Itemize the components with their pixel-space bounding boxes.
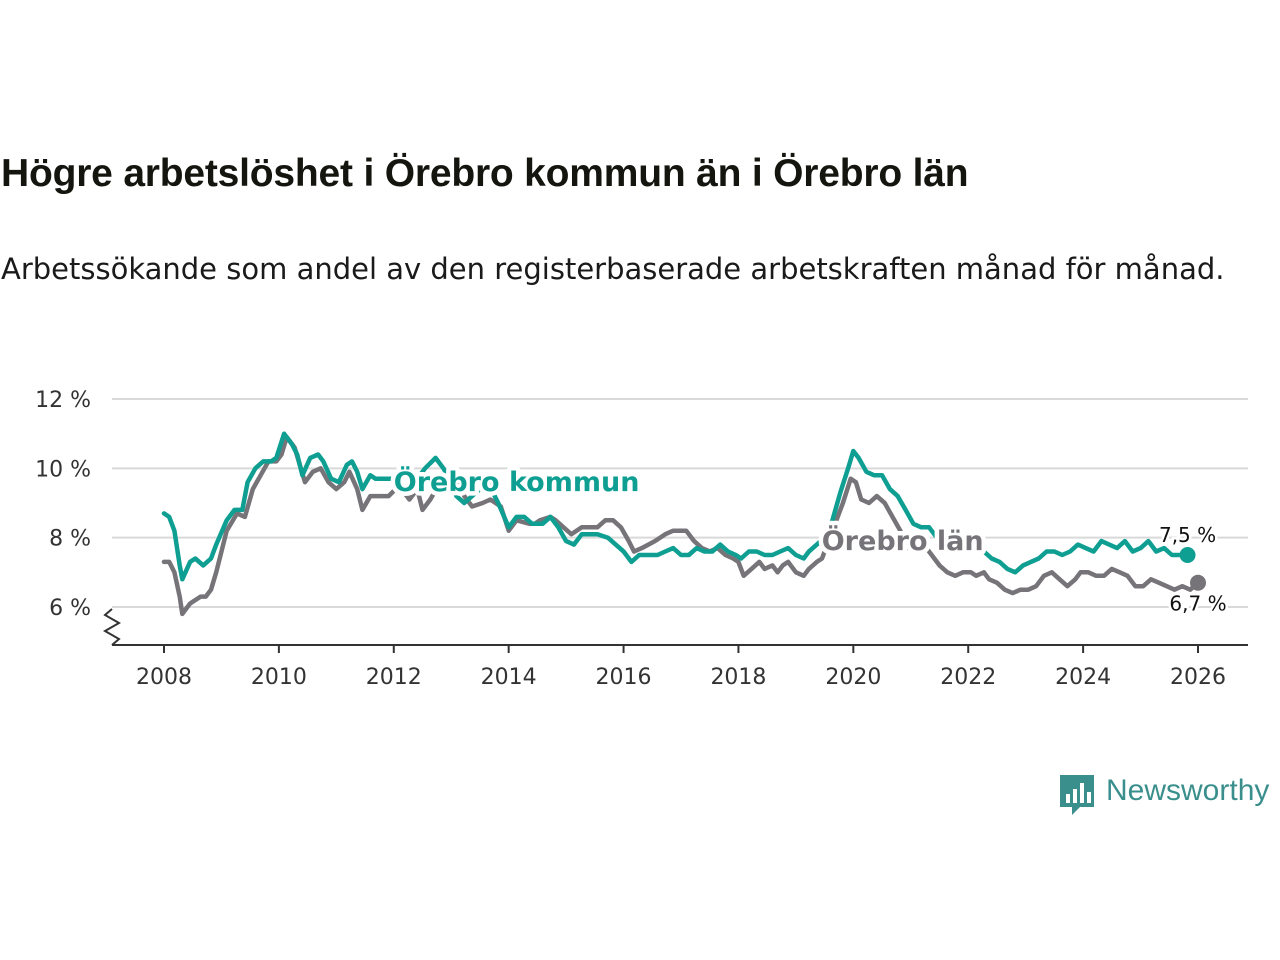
x-tick-label: 2020 <box>825 665 881 690</box>
x-axis <box>102 608 1248 646</box>
newsworthy-logo[interactable]: Newsworthy <box>1058 772 1280 820</box>
brand-name: Newsworthy <box>1106 774 1270 807</box>
x-tick-label: 2010 <box>251 665 307 690</box>
series-label-orebro-kommun: Örebro kommun <box>394 465 640 498</box>
x-tick-label: 2012 <box>366 665 422 690</box>
series-line-orebro-lan <box>161 434 1201 617</box>
y-axis-ticks: 6 % 8 % 10 % 12 % <box>35 388 91 621</box>
x-tick-label: 2024 <box>1055 665 1111 690</box>
x-tick-label: 2014 <box>481 665 537 690</box>
x-tick-label: 2018 <box>710 665 766 690</box>
x-tick-label: 2008 <box>136 665 192 690</box>
x-tick-label: 2026 <box>1170 665 1226 690</box>
chart-subtitle: Arbetssökande som andel av den registerb… <box>1 252 1225 286</box>
y-tick-label: 10 % <box>35 457 91 482</box>
series-labels: 6,7 % 7,5 % Örebro kommun Örebro län <box>389 461 1229 619</box>
end-label-orebro-kommun: 7,5 % <box>1159 523 1216 547</box>
series-line-orebro-kommun <box>161 431 1190 582</box>
x-tick-label: 2016 <box>596 665 652 690</box>
gridlines <box>112 398 1248 608</box>
newsworthy-chart-icon <box>1060 775 1094 815</box>
end-point-orebro-lan <box>1190 574 1206 591</box>
x-axis-ticks: 2008 2010 2012 2014 2016 2018 2020 2022 2024 2026 <box>136 645 1226 690</box>
y-tick-label: 6 % <box>49 596 91 621</box>
x-tick-label: 2022 <box>940 665 996 690</box>
chart-title: Högre arbetslöshet i Örebro kommun än i … <box>1 152 969 195</box>
series-lines <box>161 431 1206 617</box>
y-tick-label: 12 % <box>35 388 91 413</box>
series-label-orebro-lan: Örebro län <box>822 524 984 557</box>
y-tick-label: 8 % <box>49 527 91 552</box>
axis-break-symbol <box>102 608 122 646</box>
end-point-orebro-kommun <box>1179 547 1196 563</box>
end-label-orebro-lan: 6,7 % <box>1169 592 1226 616</box>
